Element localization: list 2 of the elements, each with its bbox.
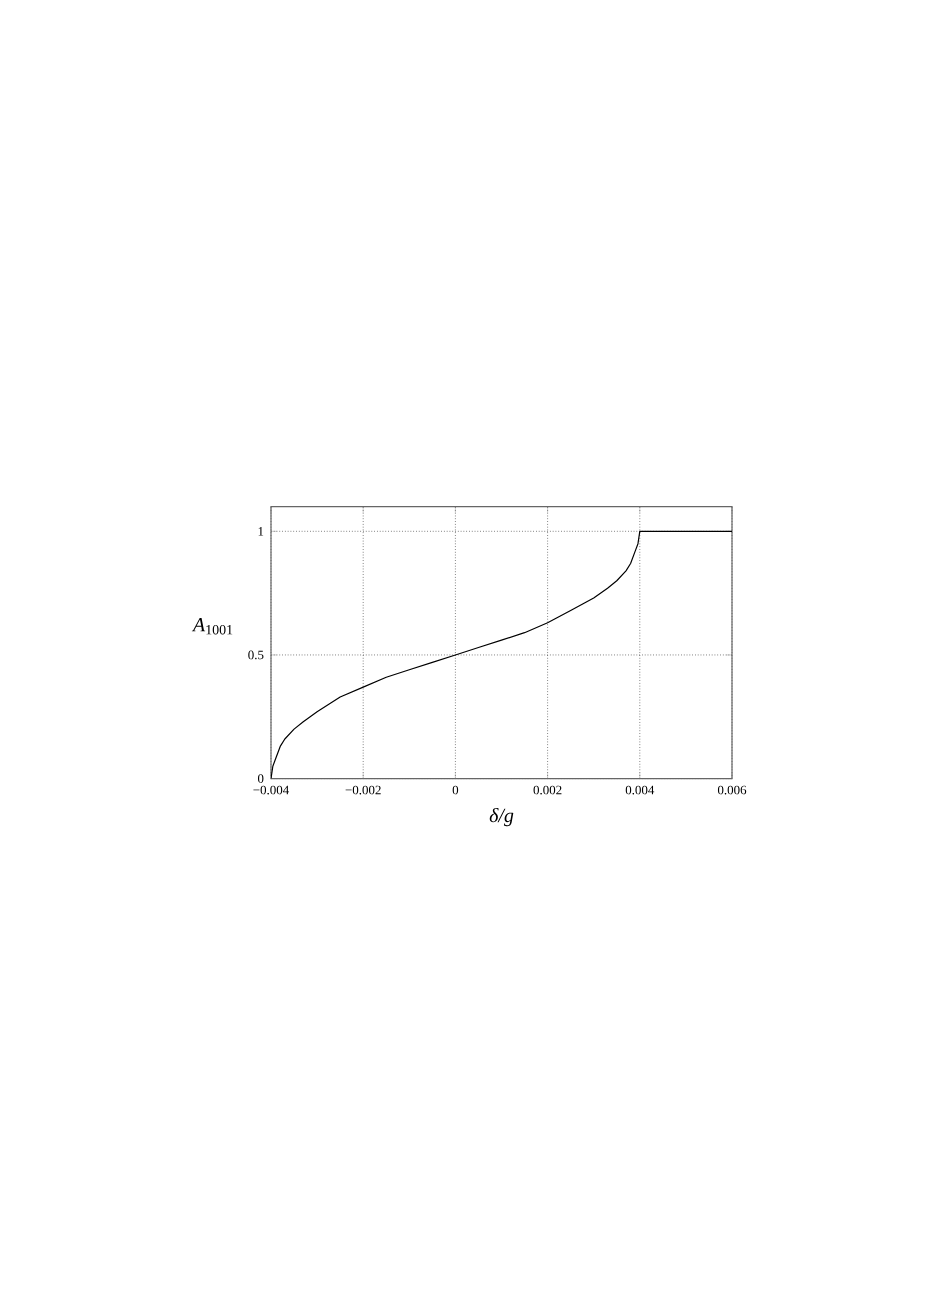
x-axis-title: δ/g	[489, 808, 514, 827]
y-axis-title: A$_{1001}$	[191, 618, 233, 635]
